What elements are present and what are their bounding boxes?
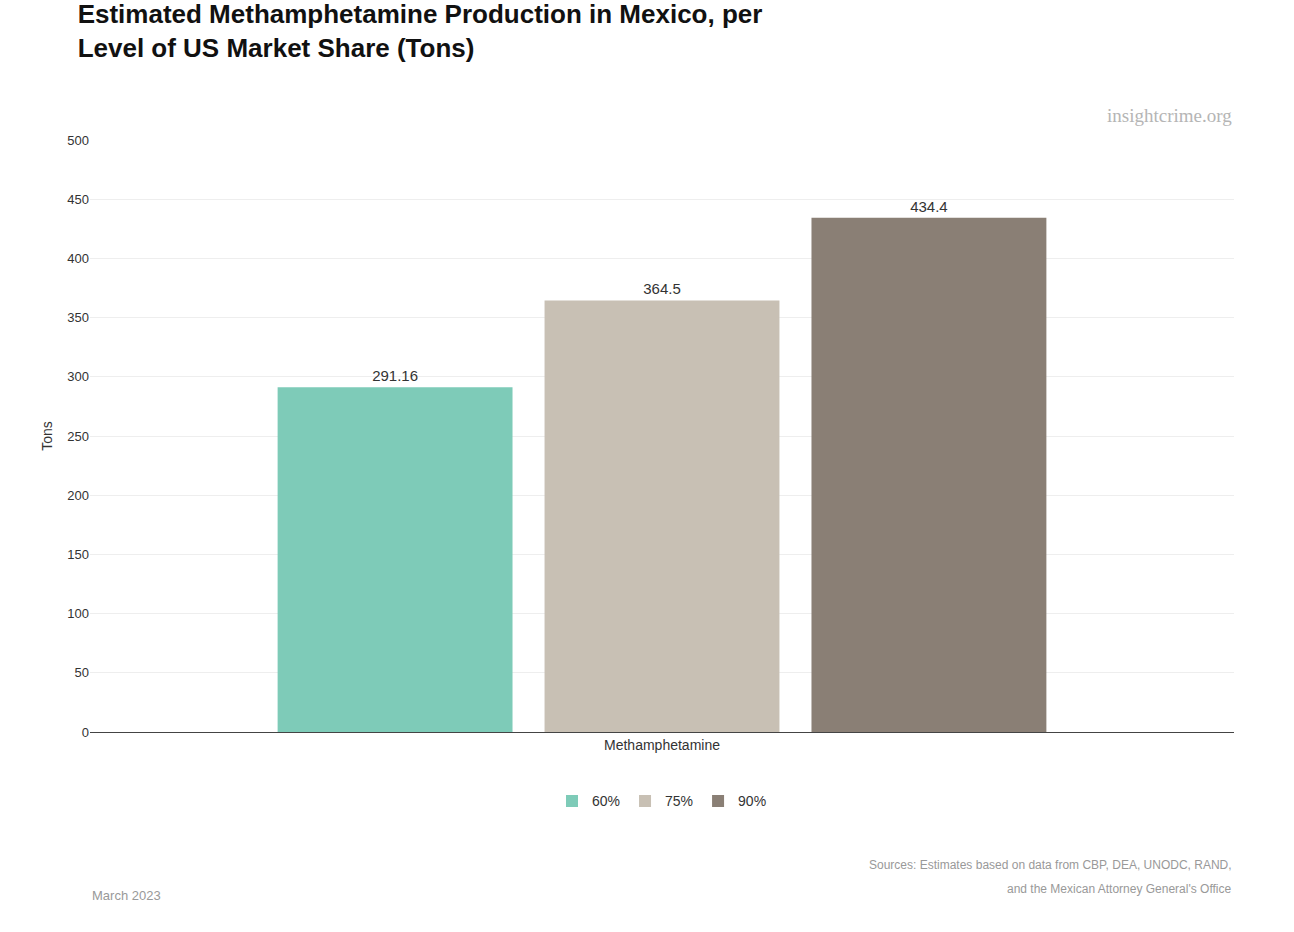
svg-text:364.5: 364.5 [643, 280, 681, 297]
svg-text:250: 250 [67, 429, 89, 444]
svg-text:400: 400 [67, 251, 89, 266]
svg-text:450: 450 [67, 192, 89, 207]
svg-text:Sources: Estimates based on da: Sources: Estimates based on data from CB… [869, 858, 1232, 872]
svg-text:insightcrime.org: insightcrime.org [1107, 105, 1232, 126]
svg-text:350: 350 [67, 310, 89, 325]
svg-text:Tons: Tons [39, 421, 55, 451]
svg-text:500: 500 [67, 133, 89, 148]
svg-text:Estimated Methamphetamine Prod: Estimated Methamphetamine Production in … [78, 0, 763, 63]
svg-text:50: 50 [75, 665, 89, 680]
svg-text:60%: 60% [592, 793, 620, 809]
svg-text:75%: 75% [665, 793, 693, 809]
svg-text:291.16: 291.16 [372, 367, 418, 384]
svg-text:March 2023: March 2023 [92, 888, 161, 903]
svg-text:90%: 90% [738, 793, 766, 809]
svg-text:0: 0 [82, 725, 89, 740]
svg-text:200: 200 [67, 488, 89, 503]
svg-text:300: 300 [67, 369, 89, 384]
svg-text:100: 100 [67, 606, 89, 621]
svg-text:and the Mexican Attorney Gener: and the Mexican Attorney General's Offic… [1007, 882, 1232, 896]
svg-text:150: 150 [67, 547, 89, 562]
svg-text:Methamphetamine: Methamphetamine [604, 737, 720, 753]
svg-text:434.4: 434.4 [910, 198, 948, 215]
